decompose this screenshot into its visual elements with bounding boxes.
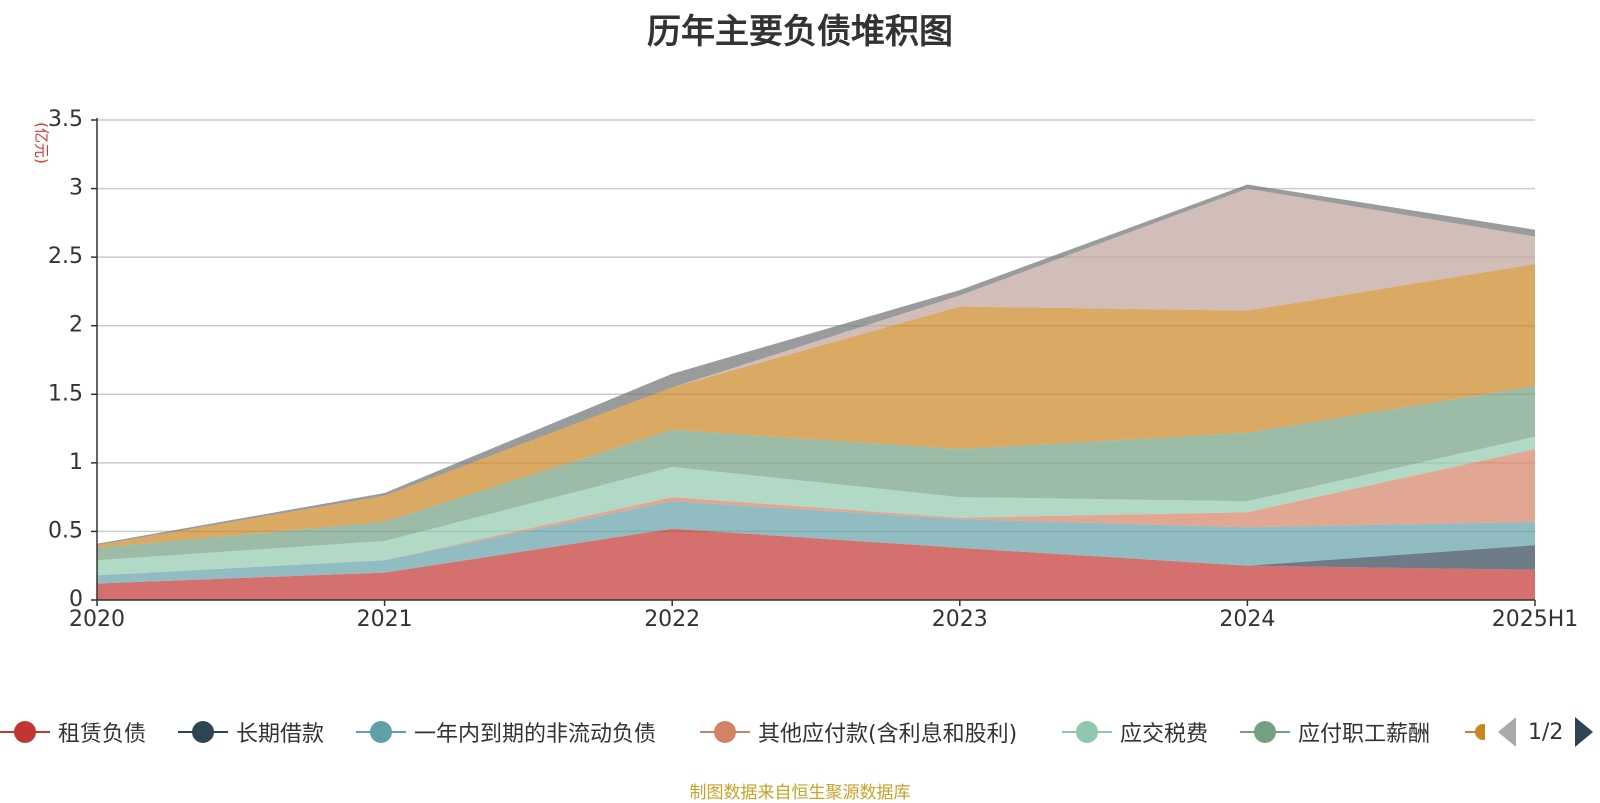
y-tick-label: 3.5 <box>48 107 83 132</box>
y-tick-label: 1.5 <box>48 381 83 406</box>
legend-marker-icon <box>178 712 228 752</box>
y-tick-label: 0 <box>69 587 83 612</box>
x-tick-label: 2020 <box>69 607 125 632</box>
legend-prev-icon[interactable] <box>1498 717 1516 747</box>
legend-marker-icon <box>1062 712 1112 752</box>
y-axis-label: (亿元) <box>33 122 51 164</box>
legend-label: 应交税费 <box>1120 722 1209 747</box>
legend-item[interactable]: 其他应付款(含利息和股利) <box>700 712 1017 752</box>
x-tick-labels: 2020 2021 2022 2023 2024 2025H1 <box>69 600 1578 632</box>
legend-marker-icon <box>1240 712 1290 752</box>
area-series <box>97 184 1535 600</box>
y-tick-label: 2.5 <box>48 244 83 269</box>
chart-title: 历年主要负债堆积图 <box>647 12 953 52</box>
axes <box>96 118 1535 601</box>
y-tick-label: 3 <box>69 176 83 201</box>
legend-item[interactable]: 应交税费 <box>1062 712 1208 752</box>
legend-next-icon[interactable] <box>1575 717 1594 747</box>
area-series-band <box>97 188 1535 546</box>
legend-label: 长期借款 <box>236 722 325 747</box>
legend-item[interactable]: 一年内到期的非流动负债 <box>356 712 656 752</box>
legend-item[interactable]: 租赁负债 <box>0 712 146 752</box>
area-series-band <box>97 264 1535 548</box>
x-tick-label: 2022 <box>644 607 700 632</box>
y-tick-label: 2 <box>69 313 83 338</box>
source-footer: 制图数据来自恒生聚源数据库 <box>689 783 911 803</box>
legend: 租赁负债 长期借款 一年内到期的非流动负债 其他应付款(含利息和股利) 应交税费 应付职工… <box>0 712 1600 752</box>
legend-label: 其他应付款(含利息和股利) <box>758 722 1018 747</box>
legend-pager: 1/2 <box>1498 712 1594 752</box>
y-tick-label: 1 <box>69 450 83 475</box>
legend-marker-icon <box>1465 712 1485 752</box>
legend-marker-icon <box>700 712 750 752</box>
area-series-band <box>97 436 1535 576</box>
legend-page-indicator: 1/2 <box>1528 719 1564 745</box>
area-series-band <box>97 501 1535 584</box>
legend-marker-icon <box>0 712 50 752</box>
x-tick-label: 2021 <box>357 607 413 632</box>
x-tick-label: 2025H1 <box>1492 607 1579 632</box>
legend-item[interactable]: 应付职工薪酬 <box>1240 712 1430 752</box>
y-tick-labels: 0 0.5 1 1.5 2 2.5 3 3.5 <box>48 107 97 612</box>
legend-label: 应付职工薪酬 <box>1298 722 1431 747</box>
area-series-band <box>97 386 1535 561</box>
area-series-band <box>97 528 1535 600</box>
legend-label: 一年内到期的非流动负债 <box>414 722 657 747</box>
legend-item[interactable]: 长期借款 <box>178 712 324 752</box>
legend-label: 租赁负债 <box>58 722 147 747</box>
y-tick-label: 0.5 <box>48 518 83 543</box>
legend-marker-icon <box>356 712 406 752</box>
stacked-area-chart: (亿元) 00.511.522.533.5 2020 2021 2022 2023 20… <box>33 107 1579 632</box>
x-tick-label: 2023 <box>932 607 988 632</box>
x-tick-label: 2024 <box>1219 607 1275 632</box>
